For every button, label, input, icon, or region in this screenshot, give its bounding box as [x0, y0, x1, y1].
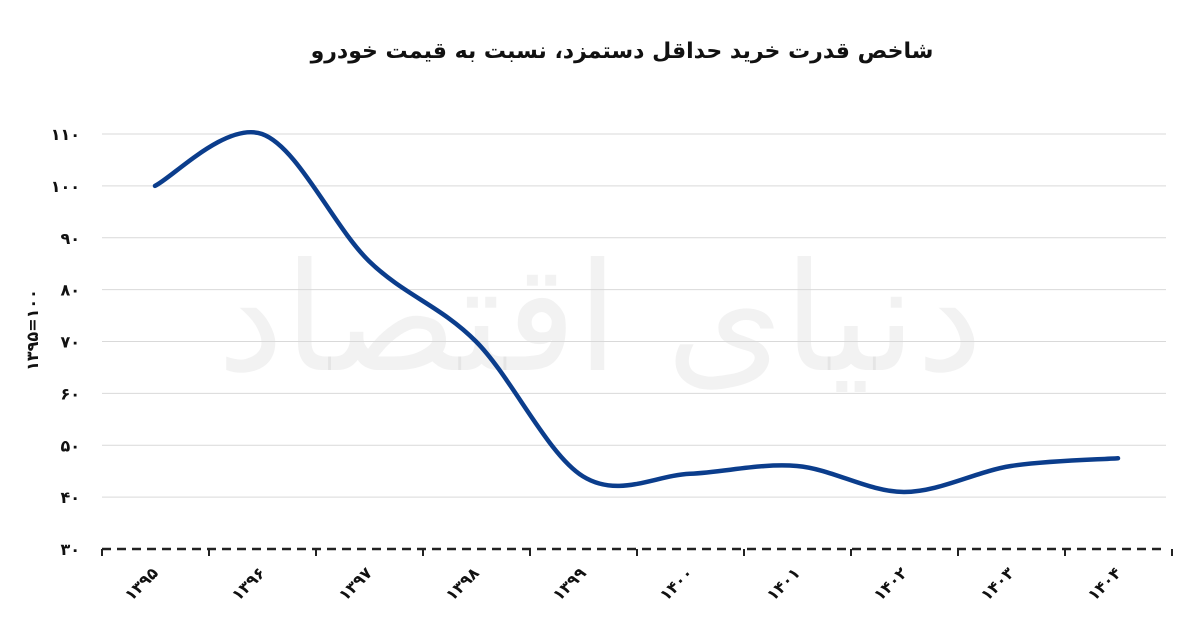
x-tick-label: ۱۴۰۳ [977, 563, 1018, 604]
x-tick-label: ۱۳۹۵ [121, 563, 162, 604]
x-tick-label: ۱۴۰۲ [870, 563, 911, 604]
chart-title: شاخص قدرت خرید حداقل دستمزد، نسبت به قیم… [310, 39, 934, 64]
y-tick-label: ۶۰ [60, 384, 80, 403]
y-axis-ticks: ۳۰ ۴۰ ۵۰ ۶۰ ۷۰ ۸۰ ۹۰ ۱۰۰ ۱۱۰ [51, 125, 80, 559]
x-tick-label: ۱۴۰۰ [656, 563, 697, 604]
x-tick-label: ۱۳۹۹ [549, 563, 590, 604]
y-tick-label: ۱۱۰ [51, 125, 80, 144]
y-axis-label: ۱۳۹۵=۱۰۰ [23, 289, 42, 371]
gridlines [102, 133, 1166, 498]
y-tick-label: ۹۰ [60, 229, 80, 248]
watermark: دنیای اقتصاد [217, 232, 983, 406]
y-tick-label: ۳۰ [60, 540, 80, 559]
y-tick-label: ۸۰ [60, 281, 80, 300]
x-tick-label: ۱۴۰۴ [1084, 563, 1125, 604]
x-axis-ticks: ۱۳۹۵ ۱۳۹۶ ۱۳۹۷ ۱۳۹۸ ۱۳۹۹ ۱۴۰۰ ۱۴۰۱ ۱۴۰۲ ۱۴۰۳ ۱۴۰۴ [121, 563, 1125, 604]
y-tick-label: ۷۰ [60, 333, 80, 352]
x-tick-label: ۱۴۰۱ [763, 563, 804, 604]
y-tick-label: ۵۰ [60, 436, 80, 455]
series-group [152, 129, 1121, 495]
y-tick-label: ۱۰۰ [51, 177, 80, 196]
series-line [152, 129, 1121, 495]
x-axis-line [101, 547, 1173, 556]
x-tick-label: ۱۳۹۸ [442, 563, 483, 604]
y-tick-label: ۴۰ [60, 488, 80, 507]
x-tick-label: ۱۳۹۷ [335, 563, 376, 604]
x-tick-label: ۱۳۹۶ [228, 563, 269, 604]
